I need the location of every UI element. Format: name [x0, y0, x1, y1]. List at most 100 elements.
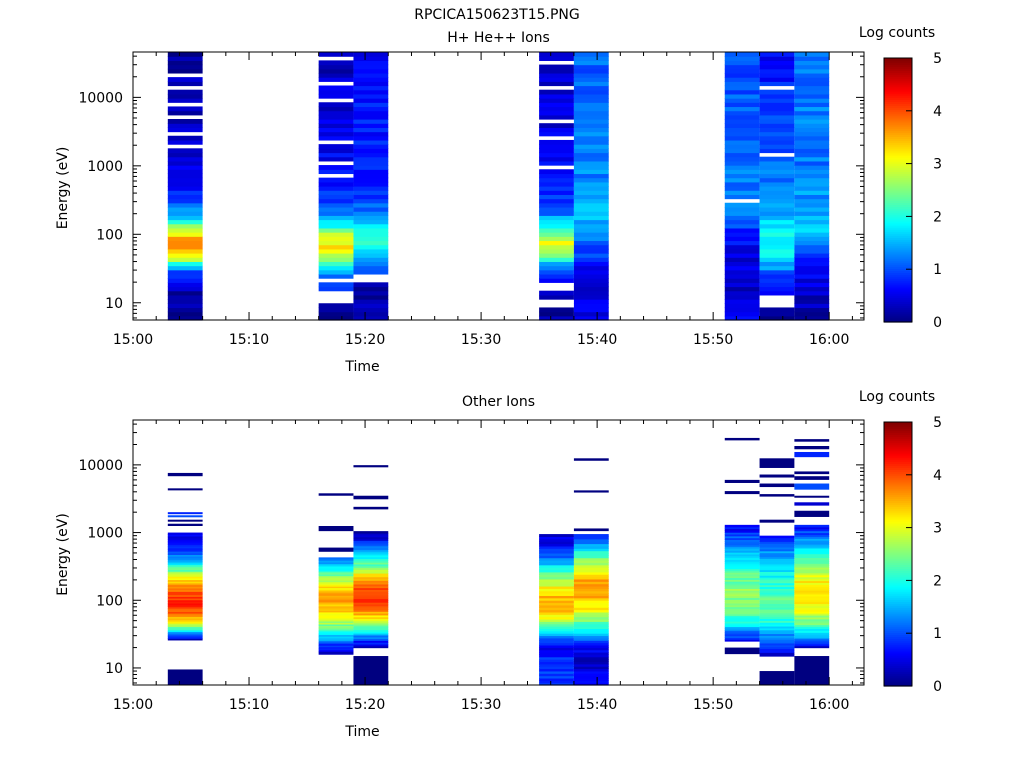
heatmap-cell: [759, 584, 795, 588]
heatmap-cell: [539, 649, 574, 653]
heatmap-cell: [759, 52, 795, 57]
heatmap-cell: [573, 649, 609, 653]
heatmap-cell: [318, 89, 354, 95]
heatmap-cell: [759, 586, 795, 589]
heatmap-cell: [759, 601, 795, 604]
colorbar-step: [884, 144, 912, 148]
heatmap-cell: [318, 227, 354, 233]
heatmap-cell: [794, 114, 830, 120]
heatmap-cell: [724, 156, 760, 162]
heatmap-cell: [794, 530, 830, 534]
heatmap-cell: [353, 540, 389, 543]
heatmap-cell: [759, 569, 795, 572]
heatmap-cell: [167, 633, 203, 636]
heatmap-cell: [573, 595, 609, 599]
heatmap-cell: [353, 165, 389, 170]
heatmap-cell: [794, 524, 830, 528]
heatmap-cell: [539, 278, 574, 283]
colorbar-step: [884, 305, 912, 309]
colorbar-step: [884, 628, 912, 631]
heatmap-cell: [353, 244, 389, 250]
heatmap-cell: [353, 299, 389, 304]
heatmap-cell: [167, 190, 203, 195]
colorbar-step: [884, 239, 912, 243]
heatmap-cell: [724, 604, 760, 608]
heatmap-cell: [167, 261, 203, 267]
heatmap-cell: [318, 77, 354, 82]
y-axis: 10 100 1000 10000 Energy (eV): [55, 423, 864, 684]
heatmap-cell: [759, 618, 795, 621]
heatmap-cell: [794, 601, 830, 605]
heatmap-cell: [724, 624, 760, 628]
heatmap-cell: [759, 620, 795, 623]
colorbar-step: [884, 185, 912, 189]
heatmap-cell: [573, 670, 609, 674]
heatmap-cell: [724, 194, 760, 200]
colorbar-step: [884, 514, 912, 518]
heatmap-cell: [794, 98, 830, 103]
heatmap-cell: [573, 536, 609, 540]
heatmap-cell: [318, 637, 354, 640]
colorbar-step: [884, 492, 912, 495]
heatmap-cell: [794, 639, 830, 643]
heatmap-cell: [794, 572, 830, 576]
colorbar-step: [884, 665, 912, 669]
heatmap-cell: [759, 646, 795, 650]
heatmap-cell: [573, 590, 609, 594]
heatmap-cell: [794, 106, 830, 112]
colorbar-step: [884, 293, 912, 296]
heatmap-cell: [353, 592, 389, 596]
colorbar-step: [884, 564, 912, 567]
heatmap-cell: [794, 446, 830, 450]
heatmap-cell: [167, 211, 203, 216]
heatmap-cell: [573, 555, 609, 559]
heatmap-cell: [353, 215, 389, 221]
colorbar-step: [884, 317, 912, 321]
heatmap-cell: [573, 659, 609, 663]
heatmap-cell: [167, 244, 203, 250]
heatmap-cell: [318, 561, 354, 565]
heatmap-cell: [318, 557, 354, 560]
heatmap-cell: [539, 110, 574, 116]
heatmap-cell: [573, 490, 609, 493]
heatmap-cell: [724, 611, 760, 615]
heatmap-cell: [573, 227, 609, 233]
colorbar-step: [884, 200, 912, 203]
colorbar-step: [884, 622, 912, 625]
heatmap-cell: [167, 202, 203, 208]
heatmap-cell: [539, 666, 574, 670]
colorbar-step: [884, 181, 912, 185]
heatmap-cell: [794, 483, 830, 490]
heatmap-cell: [724, 564, 760, 568]
heatmap-cell: [353, 81, 389, 87]
heatmap-cell: [724, 491, 760, 495]
colorbar-step: [884, 644, 912, 648]
heatmap-cell: [794, 534, 830, 537]
heatmap-cell: [353, 589, 389, 592]
heatmap-cell: [353, 465, 389, 468]
heatmap-column: [539, 52, 574, 321]
colorbar-step: [884, 161, 912, 164]
heatmap-cell: [794, 609, 830, 612]
heatmap-cell: [724, 619, 760, 622]
heatmap-cell: [318, 307, 354, 313]
heatmap-cell: [724, 566, 760, 570]
colorbar-step: [884, 169, 912, 173]
colorbar-step: [884, 648, 912, 652]
heatmap-cell: [167, 532, 203, 535]
heatmap-cell: [759, 556, 795, 559]
heatmap-cell: [539, 628, 574, 632]
heatmap-cell: [353, 156, 389, 162]
heatmap-cell: [573, 458, 609, 461]
heatmap-cell: [794, 528, 830, 532]
heatmap-cell: [318, 315, 354, 321]
heatmap-cell: [353, 576, 389, 580]
heatmap-cell: [759, 609, 795, 612]
colorbar-step: [884, 274, 912, 278]
heatmap-cell: [167, 472, 203, 477]
heatmap-cell: [167, 535, 203, 539]
heatmap-cell: [167, 135, 203, 141]
heatmap-cell: [353, 603, 389, 607]
heatmap-cell: [353, 600, 389, 603]
heatmap-cell: [539, 640, 574, 644]
